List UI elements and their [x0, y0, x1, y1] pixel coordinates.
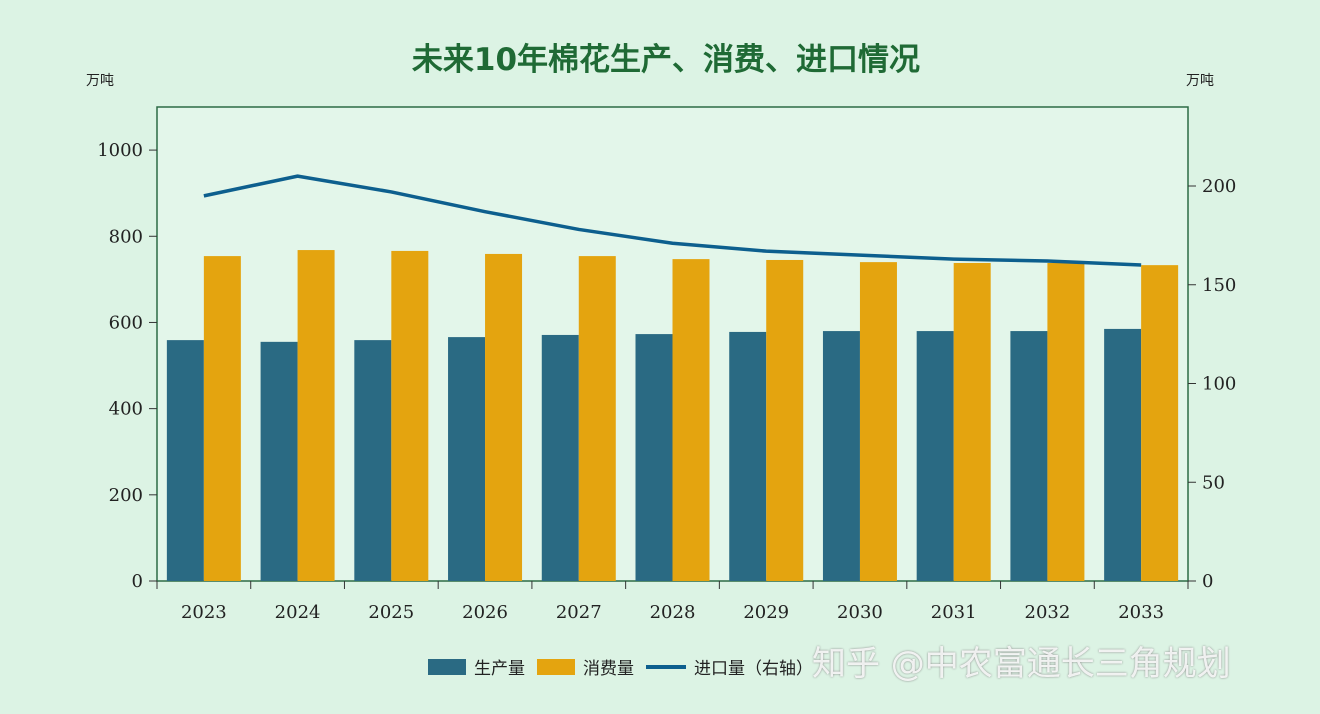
legend-swatch-production — [428, 658, 466, 675]
x-tick-label: 2032 — [1025, 602, 1071, 623]
x-tick-label: 2029 — [743, 602, 789, 623]
x-tick-label: 2033 — [1118, 602, 1164, 623]
legend-label-consumption: 消费量 — [583, 659, 634, 679]
legend-swatch-consumption — [537, 658, 575, 675]
bar-production — [260, 341, 298, 581]
legend: 生产量 消费量 进口量（右轴） — [428, 654, 825, 679]
x-tick-label: 2027 — [556, 602, 602, 623]
bar-production — [822, 331, 860, 581]
right-axis-unit: 万吨 — [1186, 73, 1214, 89]
legend-label-production: 生产量 — [474, 659, 525, 679]
x-tick-label: 2024 — [275, 602, 321, 623]
bar-production — [635, 334, 673, 581]
bar-consumption — [391, 250, 429, 581]
bar-consumption — [1141, 265, 1179, 581]
bar-consumption — [859, 262, 897, 581]
bar-production — [541, 334, 579, 581]
left-tick-label: 0 — [132, 571, 143, 592]
bar-production — [448, 337, 486, 581]
right-tick-label: 50 — [1202, 472, 1225, 493]
right-tick-label: 150 — [1202, 275, 1236, 296]
bar-consumption — [578, 256, 616, 581]
bar-production — [1104, 328, 1142, 581]
left-tick-label: 400 — [109, 399, 143, 420]
bar-consumption — [297, 250, 335, 581]
bar-production — [1010, 331, 1048, 581]
x-tick-label: 2031 — [931, 602, 977, 623]
left-tick-label: 600 — [109, 312, 143, 333]
bar-consumption — [485, 253, 523, 581]
left-tick-label: 1000 — [97, 140, 143, 161]
bar-consumption — [203, 256, 241, 581]
bar-production — [729, 331, 767, 581]
x-tick-label: 2023 — [181, 602, 227, 623]
bar-production — [354, 340, 392, 581]
watermark: 知乎 @中农富通长三角规划 — [812, 644, 1231, 684]
right-tick-label: 0 — [1202, 571, 1213, 592]
x-tick-label: 2030 — [837, 602, 883, 623]
x-tick-label: 2025 — [368, 602, 414, 623]
left-tick-label: 200 — [109, 485, 143, 506]
bar-consumption — [672, 259, 710, 581]
x-tick-label: 2028 — [650, 602, 696, 623]
bar-production — [916, 331, 954, 581]
bar-production — [166, 340, 204, 581]
bar-consumption — [766, 259, 804, 581]
left-tick-label: 800 — [109, 226, 143, 247]
legend-swatch-import — [646, 664, 686, 669]
bar-consumption — [953, 262, 991, 581]
right-tick-label: 100 — [1202, 374, 1236, 395]
right-tick-label: 200 — [1202, 176, 1236, 197]
legend-label-import: 进口量（右轴） — [694, 659, 813, 679]
bar-consumption — [1047, 262, 1085, 581]
x-tick-label: 2026 — [462, 602, 508, 623]
chart-title: 未来10年棉花生产、消费、进口情况 — [411, 42, 921, 78]
left-axis-unit: 万吨 — [86, 73, 114, 89]
